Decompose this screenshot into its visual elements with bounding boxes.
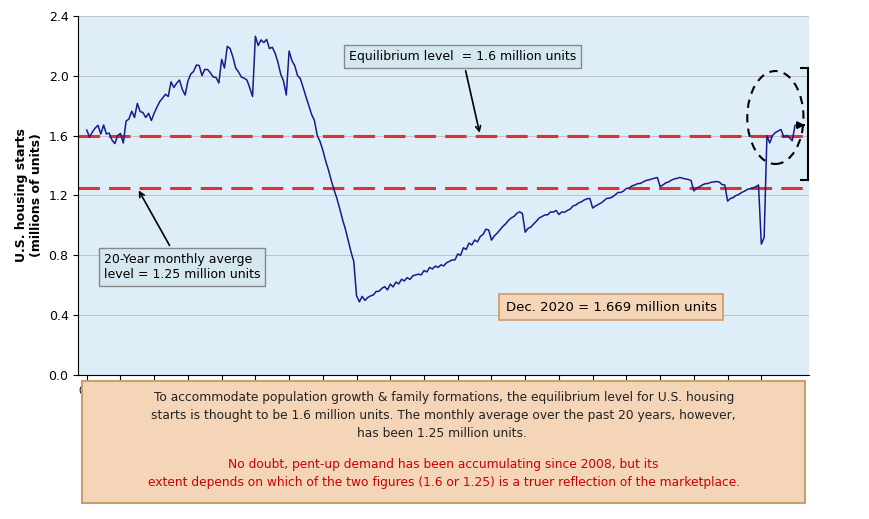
- Text: Dec. 2020 = 1.669 million units: Dec. 2020 = 1.669 million units: [505, 301, 716, 313]
- Text: To accommodate population growth & family formations, the equilibrium level for : To accommodate population growth & famil…: [151, 391, 735, 440]
- FancyBboxPatch shape: [82, 381, 805, 503]
- Y-axis label: U.S. housing starts
(millions of units): U.S. housing starts (millions of units): [15, 129, 43, 263]
- Text: Equilibrium level  = 1.6 million units: Equilibrium level = 1.6 million units: [348, 49, 575, 131]
- Text: No doubt, pent-up demand has been accumulating since 2008, but its
extent depend: No doubt, pent-up demand has been accumu…: [148, 458, 739, 489]
- Text: 20-Year monthly averge
level = 1.25 million units: 20-Year monthly averge level = 1.25 mill…: [103, 192, 260, 281]
- X-axis label: Year and month: Year and month: [381, 413, 505, 427]
